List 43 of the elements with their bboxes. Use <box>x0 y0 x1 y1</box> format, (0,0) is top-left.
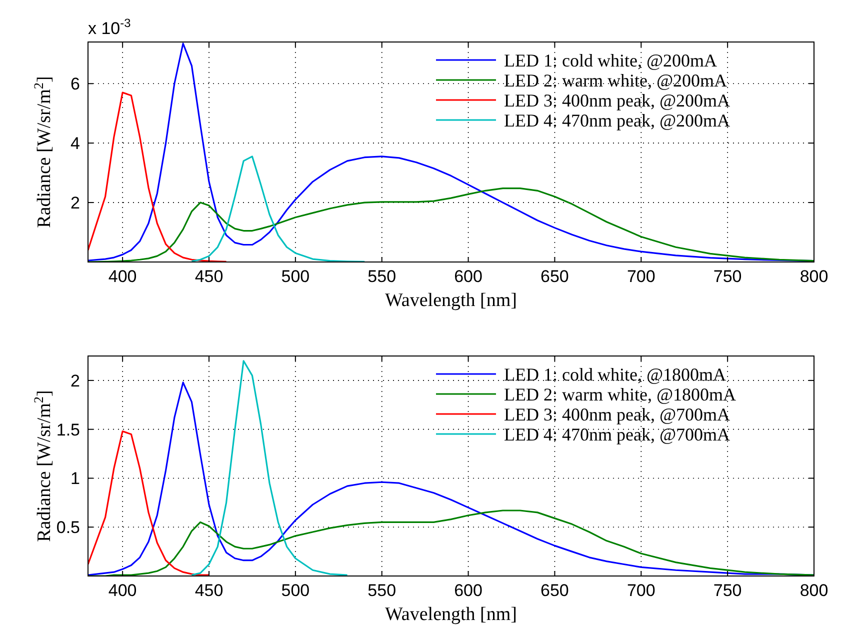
x-tick-label: 750 <box>713 267 742 286</box>
x-tick-label: 550 <box>368 267 396 286</box>
legend-label: LED 4: 470nm peak, @200mA <box>504 110 730 130</box>
legend-label: LED 2: warm white, @200mA <box>504 70 728 90</box>
line-series <box>190 360 348 576</box>
y-tick-label: 4 <box>70 134 80 154</box>
x-tick-label: 600 <box>454 267 482 286</box>
x-tick-label: 500 <box>281 267 310 286</box>
x-tick-label: 800 <box>800 267 828 286</box>
line-series <box>88 42 814 262</box>
text: x 10$^{-3}$ <box>88 16 132 38</box>
y-tick-label: 1.5 <box>56 420 80 440</box>
x-tick-label: 500 <box>281 581 310 600</box>
line-series <box>88 430 210 576</box>
line-series <box>190 156 366 262</box>
x-tick-label: 650 <box>540 267 569 286</box>
line-series <box>88 92 228 262</box>
legend-label: LED 2: warm white, @1800mA <box>504 384 736 404</box>
x-tick-label: 450 <box>194 267 224 286</box>
x-tick-label: 450 <box>194 581 224 600</box>
y-tick-label: 0.5 <box>56 518 80 538</box>
legend-label: LED 1: cold white, @1800mA <box>504 364 726 384</box>
y-tick-label: 1 <box>70 469 80 488</box>
legend-label: LED 3: 400nm peak, @700mA <box>504 404 730 424</box>
y-tick-label: 2 <box>70 193 80 212</box>
legend-label: LED 4: 470nm peak, @700mA <box>504 424 730 444</box>
x-tick-label: 700 <box>626 581 656 600</box>
legend-label: LED 1: cold white, @200mA <box>504 50 718 70</box>
x-tick-label: 400 <box>108 267 137 286</box>
y-tick-label: 6 <box>70 74 80 94</box>
line-series <box>88 187 814 262</box>
x-axis-title: Wavelength [nm] <box>385 604 517 625</box>
x-tick-label: 650 <box>540 581 569 600</box>
x-axis-title: Wavelength [nm] <box>385 290 517 311</box>
x-tick-label: 600 <box>454 581 482 600</box>
x-tick-label: 800 <box>800 581 828 600</box>
line-series <box>88 510 814 576</box>
y-tick-label: 2 <box>70 371 80 390</box>
x-tick-label: 400 <box>108 581 137 600</box>
legend-label: LED 3: 400nm peak, @200mA <box>504 90 730 110</box>
x-tick-label: 700 <box>626 267 656 286</box>
x-tick-label: 750 <box>713 581 742 600</box>
x-tick-label: 550 <box>368 581 396 600</box>
